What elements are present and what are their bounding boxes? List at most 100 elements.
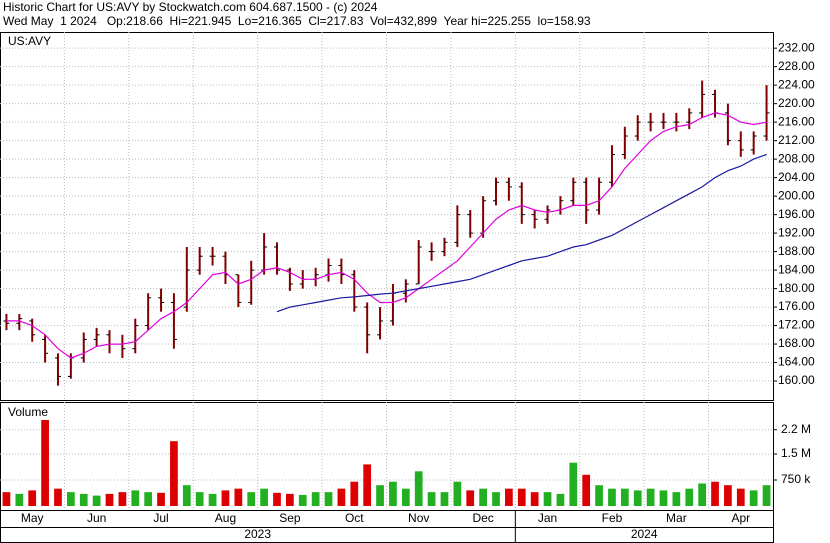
volume-bar — [569, 462, 578, 506]
volume-bar — [389, 481, 397, 506]
volume-bar — [144, 492, 153, 506]
volume-bar — [659, 490, 668, 506]
y-tick-label: 172.00 — [778, 318, 815, 332]
year-label: 2024 — [631, 527, 658, 541]
volume-bar — [2, 492, 11, 506]
y-tick-label: 208.00 — [778, 151, 815, 165]
y-tick-label: 232.00 — [778, 40, 815, 54]
x-tick-label: Jul — [153, 511, 168, 525]
y-tick-label: 220.00 — [778, 96, 815, 110]
volume-bar — [131, 490, 140, 506]
volume-bar — [685, 488, 694, 506]
volume-bar — [556, 493, 565, 506]
volume-bar — [749, 490, 758, 506]
y-tick-label: 228.00 — [778, 59, 815, 73]
volume-bar — [273, 492, 281, 506]
volume-bar — [595, 485, 603, 506]
y-tick-label: 1.5 M — [781, 446, 811, 460]
volume-bar — [157, 492, 165, 506]
y-tick-label: 160.00 — [778, 373, 815, 387]
volume-bar — [440, 492, 449, 506]
volume-bar — [492, 492, 500, 506]
volume-bar — [672, 492, 681, 506]
volume-bar — [311, 492, 320, 506]
y-tick-label: 200.00 — [778, 188, 815, 202]
volume-bar — [505, 488, 513, 506]
volume-bar — [363, 464, 372, 506]
volume-bar — [608, 488, 616, 506]
x-tick-label: Oct — [345, 511, 364, 525]
x-tick-label: Aug — [215, 511, 236, 525]
y-tick-label: 2.2 M — [781, 422, 811, 436]
volume-bar — [582, 474, 591, 506]
volume-bar — [92, 495, 101, 506]
y-tick-label: 192.00 — [778, 225, 815, 239]
header-line: Historic Chart for US:AVY by Stockwatch.… — [3, 0, 378, 14]
volume-bar — [286, 493, 294, 506]
moving-average — [6, 112, 767, 359]
volume-bar — [208, 493, 217, 506]
volume-bar — [466, 490, 475, 506]
volume-bar — [195, 492, 204, 506]
y-tick-label: 750 k — [781, 472, 811, 486]
y-tick-label: 188.00 — [778, 244, 815, 258]
y-tick-label: 184.00 — [778, 262, 815, 276]
volume-bar — [427, 492, 436, 506]
volume-bar — [453, 481, 462, 506]
y-tick-label: 176.00 — [778, 299, 815, 313]
y-tick-label: 180.00 — [778, 281, 815, 295]
volume-bar — [711, 481, 719, 506]
volume-bar — [118, 492, 127, 506]
volume-bar — [41, 420, 49, 506]
x-tick-label: Sep — [279, 511, 301, 525]
x-tick-label: Jun — [87, 511, 106, 525]
volume-bar — [724, 485, 732, 506]
volume-bar — [633, 490, 642, 506]
volume-bar — [736, 488, 745, 506]
volume-bar — [350, 481, 359, 506]
volume-bar — [543, 492, 552, 506]
volume-bar — [170, 441, 178, 506]
volume-bar — [517, 488, 526, 506]
header-line: Wed May 1 2024 Op:218.66 Hi=221.945 Lo=2… — [3, 14, 591, 28]
x-tick-label: Mar — [666, 511, 687, 525]
x-tick-label: May — [21, 511, 44, 525]
y-tick-label: 164.00 — [778, 355, 815, 369]
volume-bar — [479, 488, 487, 506]
volume-bar — [54, 488, 62, 506]
volume-bar — [15, 493, 24, 506]
x-tick-label: Dec — [472, 511, 493, 525]
x-tick-label: Nov — [408, 511, 429, 525]
volume-bar — [234, 488, 243, 506]
y-tick-label: 216.00 — [778, 114, 815, 128]
volume-bar — [247, 492, 256, 506]
volume-bar — [260, 488, 268, 506]
volume-bar — [28, 490, 37, 506]
volume-bar — [401, 488, 410, 506]
volume-bar — [66, 492, 75, 506]
moving-average — [276, 153, 767, 313]
y-tick-label: 168.00 — [778, 336, 815, 350]
volume-bar — [182, 485, 191, 506]
volume-bar — [376, 485, 384, 506]
x-tick-label: Apr — [731, 511, 750, 525]
volume-bar — [298, 494, 307, 506]
x-tick-label: Jan — [538, 511, 557, 525]
volume-title: Volume — [8, 405, 48, 419]
volume-bar — [105, 493, 114, 506]
volume-bar — [79, 493, 88, 506]
year-label: 2023 — [244, 527, 271, 541]
volume-bar — [324, 492, 333, 506]
volume-bar — [221, 490, 230, 506]
volume-bar — [620, 488, 629, 506]
volume-bar — [337, 488, 346, 506]
volume-bar — [698, 483, 707, 506]
volume-bar — [646, 488, 655, 506]
y-tick-label: 224.00 — [778, 77, 815, 91]
x-tick-label: Feb — [602, 511, 623, 525]
y-tick-label: 196.00 — [778, 207, 815, 221]
symbol-label: US:AVY — [8, 34, 51, 48]
volume-bar — [414, 471, 423, 506]
